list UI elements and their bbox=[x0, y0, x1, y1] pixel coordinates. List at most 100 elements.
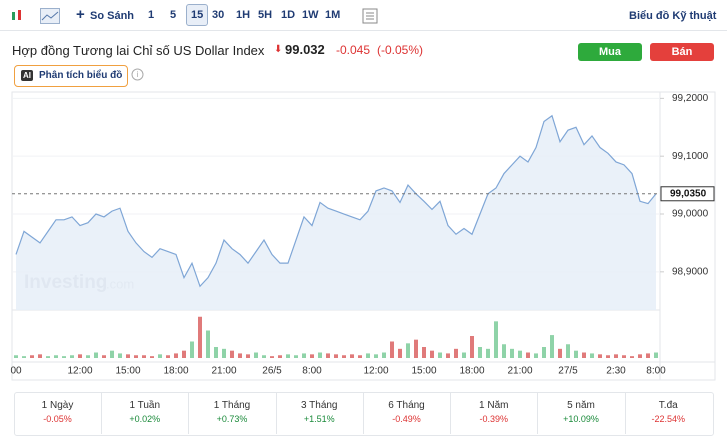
performance-cell: 6 Tháng -0.49% bbox=[363, 392, 451, 434]
performance-cell: T.đa -22.54% bbox=[625, 392, 712, 434]
volume-bar bbox=[598, 354, 602, 358]
volume-bar bbox=[318, 352, 322, 358]
volume-bar bbox=[574, 350, 578, 358]
period-label: T.đa bbox=[658, 400, 678, 411]
volume-bar bbox=[238, 353, 242, 358]
volume-bar bbox=[254, 352, 258, 358]
volume-bar bbox=[454, 348, 458, 358]
x-tick-label: 2:30 bbox=[606, 366, 626, 377]
x-tick-label: 8:00 bbox=[302, 366, 322, 377]
volume-bar bbox=[94, 352, 98, 358]
volume-bar bbox=[526, 352, 530, 358]
performance-cell: 3 Tháng +1.51% bbox=[276, 392, 364, 434]
volume-bar bbox=[542, 347, 546, 358]
period-change: -0.39% bbox=[479, 414, 509, 424]
down-arrow: ⬇ bbox=[274, 44, 283, 55]
volume-bar bbox=[366, 353, 370, 358]
volume-bar bbox=[70, 355, 74, 358]
volume-bar bbox=[510, 348, 514, 358]
range-button[interactable]: 5 bbox=[170, 9, 177, 21]
volume-bar bbox=[270, 356, 274, 358]
info-icon[interactable]: i bbox=[131, 68, 144, 81]
range-button[interactable]: 5H bbox=[258, 9, 273, 21]
performance-cell: 1 Ngày -0.05% bbox=[14, 392, 102, 434]
volume-bar bbox=[158, 354, 162, 358]
chart: 98,900099,000099,100099,2000Investing.co… bbox=[10, 91, 716, 381]
y-tick-label: 99,1000 bbox=[672, 151, 709, 162]
volume-bar bbox=[590, 353, 594, 358]
x-tick-label: 15:00 bbox=[115, 366, 140, 377]
period-label: 1 Năm bbox=[479, 400, 509, 411]
volume-bar bbox=[86, 355, 90, 358]
analysis-button[interactable]: AI Phân tích biểu đồ bbox=[14, 65, 128, 87]
volume-bar bbox=[206, 330, 210, 358]
volume-bar bbox=[222, 348, 226, 358]
volume-bar bbox=[654, 352, 658, 358]
plus-icon: + bbox=[76, 6, 85, 23]
volume-bar bbox=[518, 350, 522, 358]
range-button[interactable]: 1 bbox=[148, 9, 155, 21]
x-tick-label: 18:00 bbox=[163, 366, 188, 377]
x-tick-label: 8:00 bbox=[646, 366, 666, 377]
volume-bar bbox=[78, 354, 82, 358]
volume-bar bbox=[614, 354, 618, 358]
volume-bar bbox=[262, 355, 266, 358]
range-button[interactable]: 1D bbox=[281, 9, 296, 21]
volume-bar bbox=[334, 354, 338, 358]
volume-bar bbox=[358, 355, 362, 358]
x-tick-label: 12:00 bbox=[363, 366, 388, 377]
volume-bar bbox=[406, 343, 410, 358]
volume-bar bbox=[246, 354, 250, 358]
period-label: 1 Tháng bbox=[213, 400, 251, 411]
volume-bar bbox=[54, 355, 58, 358]
volume-bar bbox=[214, 347, 218, 358]
range-button[interactable]: 1M bbox=[325, 9, 341, 21]
period-change: +10.09% bbox=[563, 414, 599, 424]
volume-bar bbox=[558, 348, 562, 358]
x-tick-label: 15:00 bbox=[411, 366, 436, 377]
volume-bar bbox=[422, 347, 426, 358]
volume-bar bbox=[174, 353, 178, 358]
range-button[interactable]: 30 bbox=[212, 9, 225, 21]
price-area bbox=[16, 115, 656, 310]
volume-bar bbox=[438, 352, 442, 358]
buy-button[interactable]: Mua bbox=[578, 43, 642, 61]
technical-link[interactable]: Biểu đồ Kỹ thuật bbox=[629, 10, 717, 22]
instrument-title: Hợp đồng Tương lai Chỉ số US Dollar Inde… bbox=[12, 43, 265, 58]
range-button[interactable]: 1H bbox=[236, 9, 251, 21]
volume-bar bbox=[14, 355, 18, 358]
area-icon[interactable] bbox=[40, 8, 60, 24]
ai-badge: AI bbox=[21, 70, 33, 81]
volume-bar bbox=[46, 356, 50, 358]
period-label: 6 Tháng bbox=[388, 400, 425, 411]
settings-icon[interactable] bbox=[362, 8, 378, 24]
volume-bar bbox=[126, 354, 130, 358]
range-button[interactable]: 15 bbox=[186, 4, 209, 26]
period-label: 1 Ngày bbox=[41, 400, 74, 411]
volume-bar bbox=[102, 355, 106, 358]
volume-bar bbox=[478, 347, 482, 358]
volume-bar bbox=[486, 348, 490, 358]
toolbar: + So Sánh Biểu đồ Kỹ thuật bbox=[0, 0, 727, 31]
sell-button[interactable]: Bán bbox=[650, 43, 714, 61]
volume-bar bbox=[462, 352, 466, 358]
range-button[interactable]: 1W bbox=[302, 9, 319, 21]
price: 99.032 bbox=[285, 42, 325, 57]
performance-cell: 1 Năm -0.39% bbox=[450, 392, 539, 434]
candle-icon[interactable] bbox=[10, 9, 24, 23]
volume-bar bbox=[286, 354, 290, 358]
compare-button[interactable]: So Sánh bbox=[90, 10, 135, 22]
volume-bar bbox=[630, 356, 634, 358]
volume-bar bbox=[142, 355, 146, 358]
volume-bar bbox=[646, 353, 650, 358]
volume-bar bbox=[118, 353, 122, 358]
period-change: +1.51% bbox=[303, 414, 335, 424]
performance-cell: 1 Tuần +0.02% bbox=[101, 392, 190, 434]
chart-frame bbox=[11, 91, 716, 381]
price-line bbox=[15, 114, 657, 288]
volume-bar bbox=[150, 356, 154, 358]
volume-bar bbox=[294, 355, 298, 358]
change: -0.045 bbox=[336, 43, 371, 57]
y-tick-label: 98,9000 bbox=[672, 266, 709, 277]
period-change: -22.54% bbox=[651, 414, 686, 424]
